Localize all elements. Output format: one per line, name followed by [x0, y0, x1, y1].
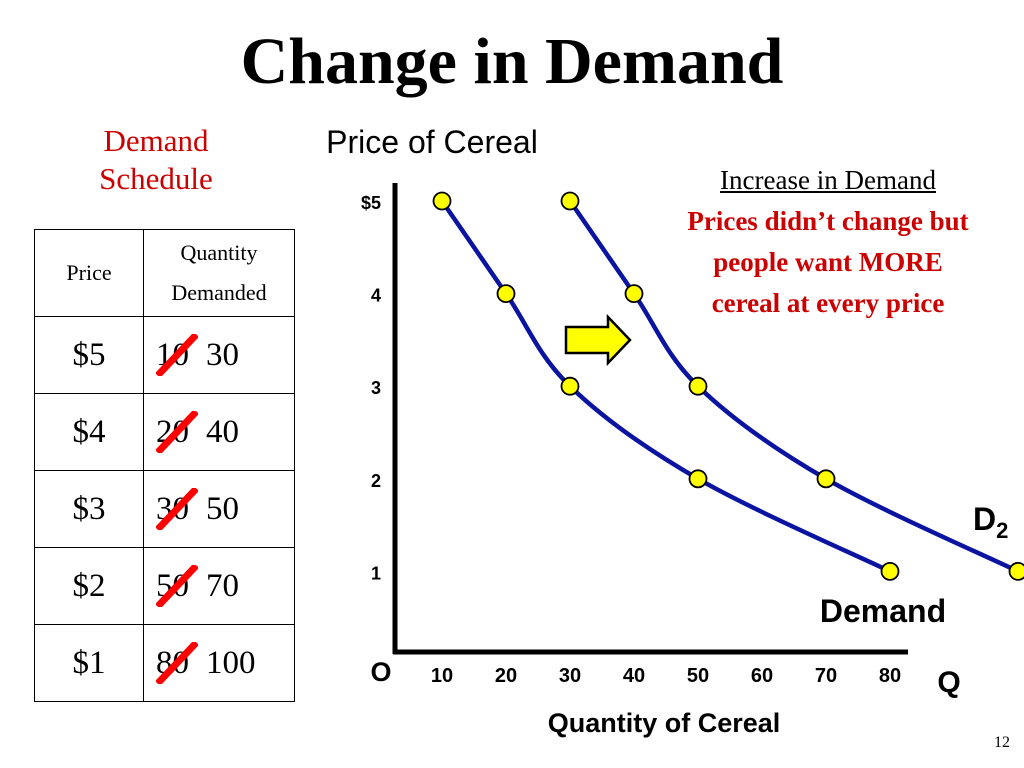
shift-right-arrow-icon — [564, 313, 632, 367]
x-tick-label: 30 — [559, 665, 581, 687]
slide-title: Change in Demand — [240, 25, 784, 98]
page-number: 12 — [994, 734, 1010, 751]
price-cell: $1 — [34, 624, 144, 702]
table-row: $4 20 40 — [34, 393, 295, 471]
x-tick-label: 80 — [879, 665, 901, 687]
new-quantity: 70 — [206, 567, 239, 604]
demand-curve — [439, 198, 893, 574]
increase-callout: Increase in Demand Prices didn’t change … — [640, 160, 1016, 324]
new-quantity: 40 — [206, 413, 239, 450]
chart-title: Price of Cereal — [326, 124, 538, 160]
demand-point — [880, 562, 900, 581]
y-tick-label: 3 — [371, 378, 381, 398]
d2-point — [1008, 562, 1024, 581]
d2-label-main: D — [973, 501, 996, 537]
x-axis-title: Quantity of Cereal — [548, 708, 781, 738]
schedule-title: Demand Schedule — [40, 122, 272, 198]
price-cell: $4 — [34, 393, 144, 471]
demand-curve-label: Demand — [820, 593, 946, 629]
header-price: Price — [34, 229, 144, 317]
header-quantity-line2: Demanded — [171, 280, 267, 305]
table-header-row: Price Quantity Demanded — [34, 229, 295, 317]
table-row: $3 30 50 — [34, 470, 295, 548]
x-tick-label: 10 — [431, 665, 453, 687]
header-quantity-line1: Quantity — [180, 240, 258, 265]
d2-point — [816, 469, 836, 489]
x-tick-label: 50 — [687, 665, 709, 687]
price-cell: $5 — [34, 316, 144, 394]
d2-curve-label: D2 — [973, 501, 1008, 543]
y-tick-label: 1 — [371, 563, 381, 583]
schedule-title-line1: Demand — [103, 123, 209, 158]
quantity-cell: 20 40 — [143, 393, 295, 471]
d2-curve — [567, 198, 1021, 574]
x-tick-label: 70 — [815, 665, 837, 687]
quantity-cell: 30 50 — [143, 470, 295, 548]
d2-point — [560, 191, 580, 211]
x-tick-label: 40 — [623, 665, 645, 687]
callout-heading: Increase in Demand — [720, 165, 936, 195]
demand-point — [688, 469, 708, 489]
callout-line2: people want MORE — [713, 247, 943, 277]
new-quantity: 30 — [206, 336, 239, 373]
new-quantity: 50 — [206, 490, 239, 527]
d2-point — [688, 376, 708, 396]
d2-label-subscript: 2 — [996, 518, 1008, 543]
x-tick-label: 20 — [495, 665, 517, 687]
demand-point — [560, 376, 580, 396]
y-tick-label: 2 — [371, 471, 381, 491]
header-quantity: Quantity Demanded — [143, 229, 295, 317]
callout-line1: Prices didn’t change but — [687, 206, 969, 236]
new-quantity: 100 — [206, 644, 256, 681]
x-axis-end-label: Q — [937, 666, 960, 699]
d2-point — [624, 284, 644, 304]
demand-point — [432, 191, 452, 211]
origin-label: O — [370, 657, 391, 687]
y-tick-label: 4 — [371, 286, 381, 306]
schedule-title-line2: Schedule — [99, 161, 213, 196]
demand-point — [496, 284, 516, 304]
callout-line3: cereal at every price — [711, 288, 945, 318]
y-tick-label: $5 — [361, 193, 381, 213]
x-tick-label: 60 — [751, 665, 773, 687]
